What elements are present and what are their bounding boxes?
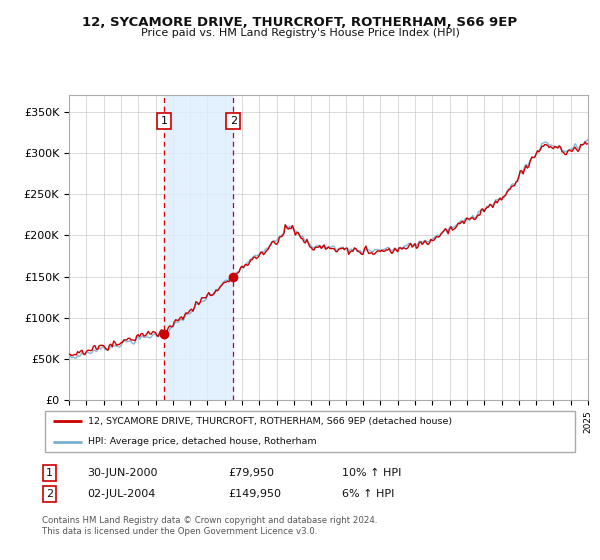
Text: Price paid vs. HM Land Registry's House Price Index (HPI): Price paid vs. HM Land Registry's House … — [140, 28, 460, 38]
Text: £149,950: £149,950 — [228, 489, 281, 499]
Text: 30-JUN-2000: 30-JUN-2000 — [87, 468, 157, 478]
Text: £79,950: £79,950 — [228, 468, 274, 478]
Text: 10% ↑ HPI: 10% ↑ HPI — [342, 468, 401, 478]
Text: 12, SYCAMORE DRIVE, THURCROFT, ROTHERHAM, S66 9EP (detached house): 12, SYCAMORE DRIVE, THURCROFT, ROTHERHAM… — [88, 417, 452, 426]
Text: 12, SYCAMORE DRIVE, THURCROFT, ROTHERHAM, S66 9EP: 12, SYCAMORE DRIVE, THURCROFT, ROTHERHAM… — [82, 16, 518, 29]
Text: 2: 2 — [230, 116, 237, 126]
Bar — [164, 95, 233, 400]
Text: HPI: Average price, detached house, Rotherham: HPI: Average price, detached house, Roth… — [88, 437, 316, 446]
Text: Contains HM Land Registry data © Crown copyright and database right 2024.
This d: Contains HM Land Registry data © Crown c… — [42, 516, 377, 536]
Text: 6% ↑ HPI: 6% ↑ HPI — [342, 489, 394, 499]
Text: 02-JUL-2004: 02-JUL-2004 — [87, 489, 155, 499]
Text: 1: 1 — [46, 468, 53, 478]
FancyBboxPatch shape — [44, 411, 575, 452]
Text: 1: 1 — [161, 116, 167, 126]
Text: 2: 2 — [46, 489, 53, 499]
